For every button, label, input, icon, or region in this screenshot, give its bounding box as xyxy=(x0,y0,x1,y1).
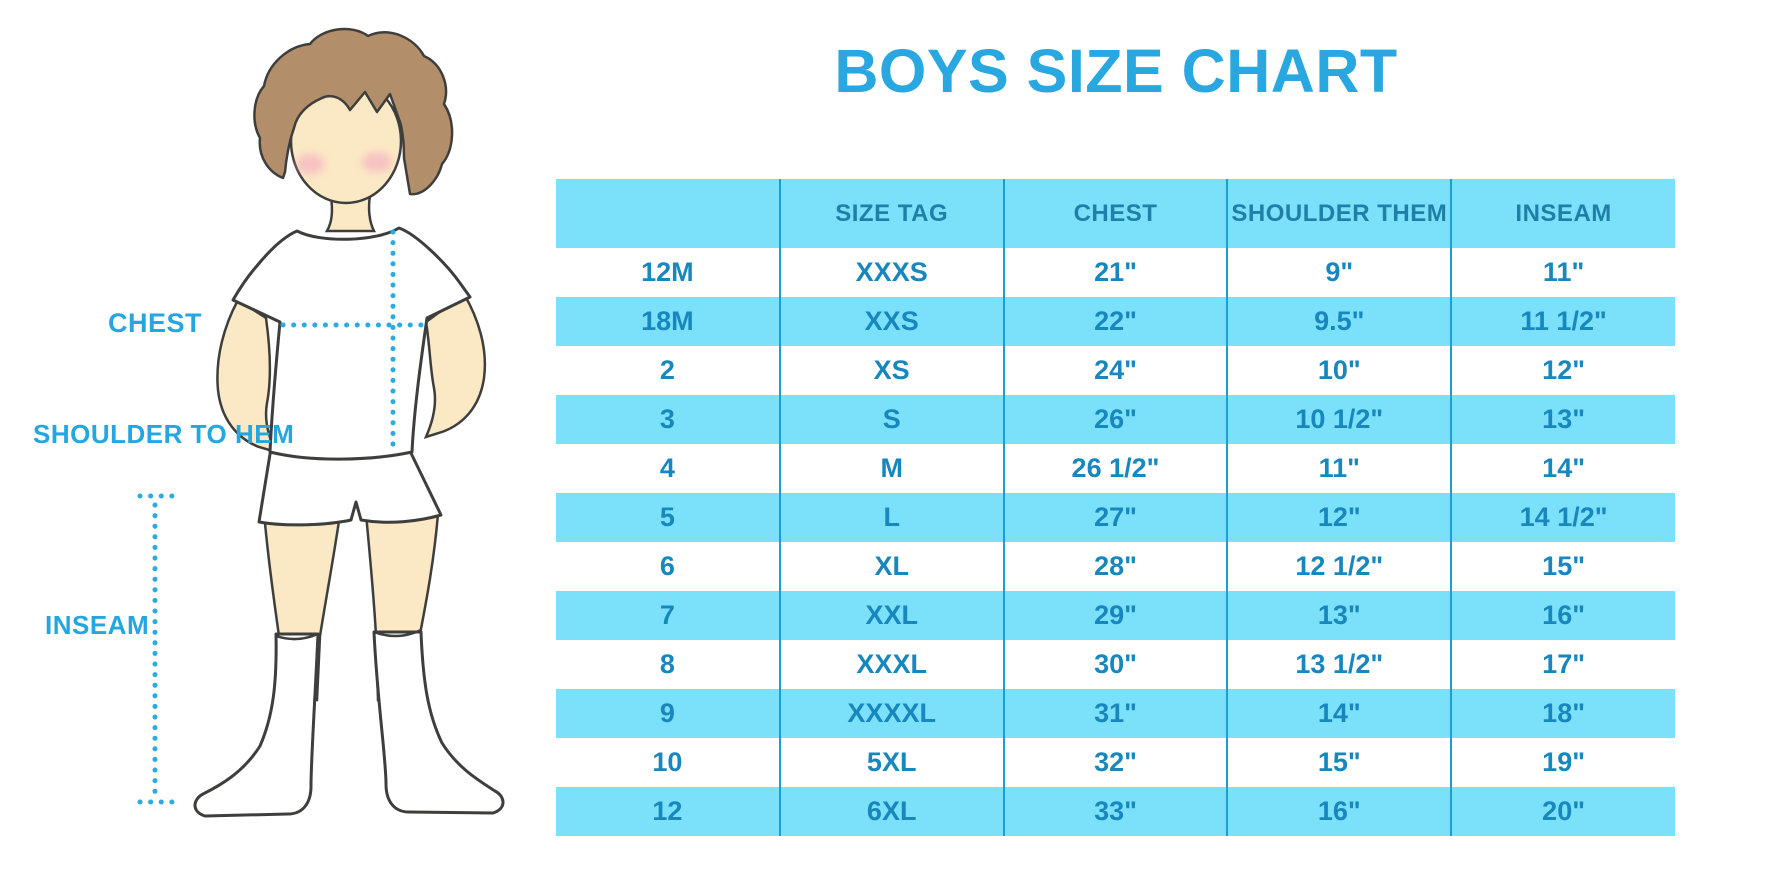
boy-cheek-left xyxy=(296,154,324,174)
size-cell: XXL xyxy=(778,591,1004,640)
size-cell: 13" xyxy=(1450,395,1675,444)
shoulder-to-hem-label: SHOULDER TO HEM xyxy=(33,419,295,449)
size-cell: 11" xyxy=(1450,248,1675,297)
boy-sock-left-top-seam xyxy=(275,632,319,641)
size-cell: 19" xyxy=(1450,738,1675,787)
size-cell: 8 xyxy=(659,649,675,679)
column-header-inseam: INSEAM xyxy=(1450,179,1675,248)
boy-hair xyxy=(253,27,454,196)
size-cell: 15" xyxy=(1450,542,1675,591)
boy-sock-right-top-seam xyxy=(373,628,422,638)
size-cell: 11 1/2" xyxy=(1450,297,1675,346)
boy-arm-right xyxy=(423,292,487,440)
chest-label: CHEST xyxy=(108,308,203,338)
size-cell: XS xyxy=(778,346,1004,395)
size-cell: S xyxy=(778,395,1004,444)
size-cell: 18M xyxy=(641,306,694,336)
size-row-3: 3 S 26" 10 1/2" 13" xyxy=(556,395,1675,444)
size-cell: XXXL xyxy=(778,640,1004,689)
size-cell: 12 xyxy=(652,796,683,826)
size-cell: 10 xyxy=(652,747,683,777)
size-cell: 14 1/2" xyxy=(1450,493,1675,542)
size-cell: 10 1/2" xyxy=(1226,395,1452,444)
size-row-12m: 12M XXXS 21" 9" 11" xyxy=(556,248,1675,297)
size-row-10: 10 5XL 32" 15" 19" xyxy=(556,738,1675,787)
size-cell: 20" xyxy=(1450,787,1675,836)
size-cell: XL xyxy=(778,542,1004,591)
size-cell: 13" xyxy=(1226,591,1452,640)
size-cell: L xyxy=(778,493,1004,542)
column-header-size-tag: SIZE TAG xyxy=(778,179,1004,248)
header-row: SIZE TAG CHEST SHOULDER THEM INSEAM xyxy=(556,179,1675,248)
boys-size-table: SIZE TAG CHEST SHOULDER THEM INSEAM 12M XXXS… xyxy=(556,179,1675,836)
size-row-8: 8 XXXL 30" 13 1/2" 17" xyxy=(556,640,1675,689)
page-title: BOYS SIZE CHART xyxy=(834,37,1398,105)
size-cell: 26" xyxy=(1002,395,1228,444)
size-cell: 29" xyxy=(1002,591,1228,640)
size-cell: 11" xyxy=(1226,444,1452,493)
size-table-header: SIZE TAG CHEST SHOULDER THEM INSEAM xyxy=(556,179,1675,248)
size-cell: 26 1/2" xyxy=(1002,444,1228,493)
size-row-7: 7 XXL 29" 13" 16" xyxy=(556,591,1675,640)
size-cell: 9" xyxy=(1226,248,1452,297)
size-cell: 15" xyxy=(1226,738,1452,787)
size-cell: 16" xyxy=(1450,591,1675,640)
size-cell: 6 xyxy=(659,551,675,581)
size-cell: 22" xyxy=(1002,297,1228,346)
size-cell: 10" xyxy=(1226,346,1452,395)
size-cell: 13 1/2" xyxy=(1226,640,1452,689)
inseam-label: INSEAM xyxy=(45,610,150,640)
size-cell: XXXS xyxy=(778,248,1004,297)
size-row-4: 4 M 26 1/2" 11" 14" xyxy=(556,444,1675,493)
size-cell: 3 xyxy=(659,404,675,434)
size-cell: 12" xyxy=(1450,346,1675,395)
size-row-2: 2 XS 24" 10" 12" xyxy=(556,346,1675,395)
boy-tshirt xyxy=(231,226,472,461)
size-cell: XXXXL xyxy=(778,689,1004,738)
size-cell: 14" xyxy=(1450,444,1675,493)
column-header-shoulder-them: SHOULDER THEM xyxy=(1226,179,1452,248)
size-cell: 5XL xyxy=(778,738,1004,787)
size-cell: 9.5" xyxy=(1226,297,1452,346)
measurement-guides xyxy=(137,229,428,805)
column-header-blank xyxy=(556,179,780,248)
size-row-9: 9 XXXXL 31" 14" 18" xyxy=(556,689,1675,738)
size-row-5: 5 L 27" 12" 14 1/2" xyxy=(556,493,1675,542)
size-cell: 5 xyxy=(659,502,675,532)
size-cell: 32" xyxy=(1002,738,1228,787)
size-cell: 27" xyxy=(1002,493,1228,542)
size-cell: 14" xyxy=(1226,689,1452,738)
size-row-6: 6 XL 28" 12 1/2" 15" xyxy=(556,542,1675,591)
boy-measurement-illustration xyxy=(137,27,505,818)
size-cell: 16" xyxy=(1226,787,1452,836)
size-cell: 30" xyxy=(1002,640,1228,689)
size-row-12: 12 6XL 33" 16" 20" xyxy=(556,787,1675,836)
boy-cheek-right xyxy=(362,152,392,172)
size-cell: 9 xyxy=(659,698,675,728)
size-cell: 6XL xyxy=(778,787,1004,836)
size-cell: 31" xyxy=(1002,689,1228,738)
size-cell: M xyxy=(778,444,1004,493)
boy-sock-right xyxy=(372,630,505,815)
size-cell: 4 xyxy=(659,453,675,483)
size-cell: 21" xyxy=(1002,248,1228,297)
size-cell: 7 xyxy=(659,600,675,630)
size-cell: 2 xyxy=(659,355,675,385)
boy-arm-left xyxy=(216,298,279,455)
size-cell: 18" xyxy=(1450,689,1675,738)
size-cell: 24" xyxy=(1002,346,1228,395)
column-header-chest: CHEST xyxy=(1002,179,1228,248)
size-table-body: 12M XXXS 21" 9" 11" 18M XXS 22" 9.5" 11 1/2" 2 XS 24… xyxy=(556,248,1675,836)
size-cell: 28" xyxy=(1002,542,1228,591)
size-cell: XXS xyxy=(778,297,1004,346)
boy-shorts xyxy=(257,446,443,527)
size-cell: 12M xyxy=(641,257,694,287)
size-cell: 17" xyxy=(1450,640,1675,689)
boy-sock-left xyxy=(193,632,320,818)
size-cell: 12" xyxy=(1226,493,1452,542)
size-cell: 33" xyxy=(1002,787,1228,836)
size-row-18m: 18M XXS 22" 9.5" 11 1/2" xyxy=(556,297,1675,346)
boy-neck xyxy=(324,193,377,233)
size-cell: 12 1/2" xyxy=(1226,542,1452,591)
